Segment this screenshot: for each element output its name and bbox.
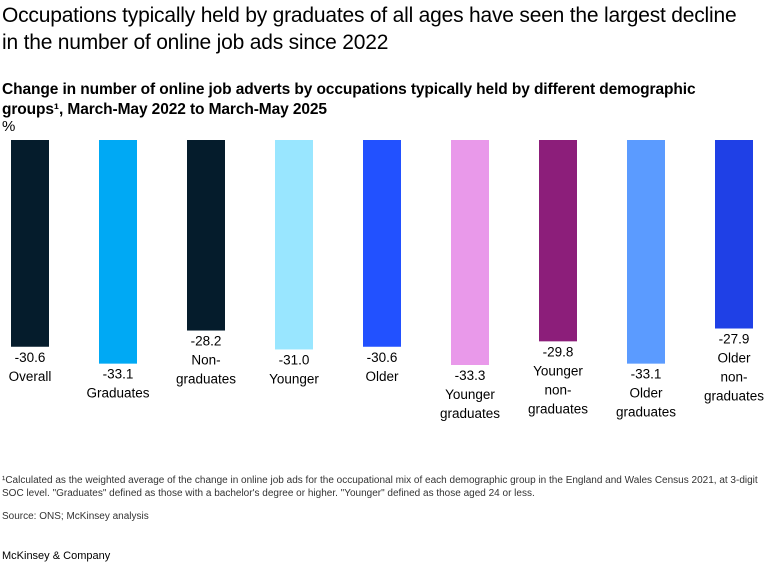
source-note: Source: ONS; McKinsey analysis (2, 511, 149, 522)
bar-6 (539, 140, 577, 342)
bar-chart: -30.6 Overall -33.1 Graduates -28.2 Non-gradu… (9, 140, 764, 421)
category-label-1: Graduates (86, 386, 149, 401)
value-label-7: -33.1 (631, 367, 662, 382)
bar-0 (11, 140, 49, 347)
bar-7 (627, 140, 665, 364)
category-label-8: Older (717, 351, 751, 366)
chart-subtitle: Change in number of online job adverts b… (2, 81, 696, 118)
value-label-1: -33.1 (103, 367, 134, 382)
category-label-7: Older (629, 386, 663, 401)
category-label-3: Younger (269, 371, 319, 386)
category-label-8: non- (720, 370, 747, 385)
category-label-2: graduates (176, 372, 236, 387)
value-label-0: -30.6 (15, 350, 46, 365)
value-label-4: -30.6 (367, 350, 398, 365)
value-label-3: -31.0 (279, 352, 310, 367)
category-label-4: Older (365, 369, 399, 384)
category-label-2: Non- (191, 353, 220, 368)
bar-8 (715, 140, 753, 329)
bar-3 (275, 140, 313, 350)
bar-5 (451, 140, 489, 365)
unit-label: % (2, 118, 16, 135)
bar-1 (99, 140, 137, 364)
footnote: ¹Calculated as the weighted average of t… (2, 475, 758, 499)
category-label-6: graduates (528, 401, 588, 416)
category-label-7: graduates (616, 405, 676, 420)
brand-name: McKinsey & Company (2, 550, 111, 562)
value-label-6: -29.8 (543, 344, 574, 359)
bar-4 (363, 140, 401, 347)
category-label-6: Younger (533, 363, 583, 378)
category-label-5: Younger (445, 387, 495, 402)
category-label-5: graduates (440, 406, 500, 421)
category-label-6: non- (544, 382, 571, 397)
value-label-5: -33.3 (455, 368, 486, 383)
bar-2 (187, 140, 225, 331)
value-label-8: -27.9 (719, 332, 750, 347)
chart-title: Occupations typically held by graduates … (2, 4, 737, 54)
value-label-2: -28.2 (191, 334, 222, 349)
category-label-0: Overall (9, 369, 52, 384)
category-label-8: graduates (704, 389, 764, 404)
